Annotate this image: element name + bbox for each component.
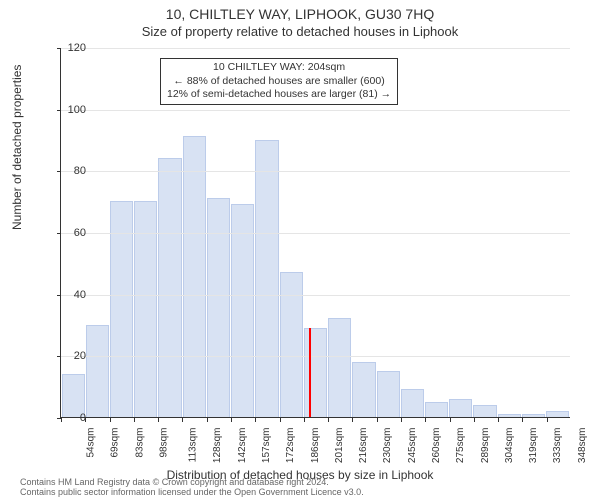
xtick-mark [158,418,159,422]
gridline [61,356,570,357]
annotation-line3: 12% of semi-detached houses are larger (… [167,88,391,102]
ytick-label: 60 [60,227,86,239]
histogram-bar [255,140,278,418]
xtick-label: 186sqm [310,428,321,464]
histogram-bar [449,399,472,418]
xtick-label: 260sqm [431,428,442,464]
ytick-label: 20 [60,350,86,362]
xtick-label: 275sqm [455,428,466,464]
xtick-mark [255,418,256,422]
xtick-mark [110,418,111,422]
xtick-label: 128sqm [213,428,224,464]
xtick-label: 304sqm [504,428,515,464]
xtick-mark [425,418,426,422]
xtick-mark [280,418,281,422]
xtick-label: 216sqm [358,428,369,464]
xtick-mark [207,418,208,422]
xtick-label: 98sqm [158,428,169,458]
xtick-mark [450,418,451,422]
xtick-label: 289sqm [480,428,491,464]
histogram-bar [304,328,327,417]
histogram-bar [425,402,448,417]
page-subtitle: Size of property relative to detached ho… [0,22,600,39]
xtick-label: 230sqm [383,428,394,464]
xtick-label: 83sqm [134,428,145,458]
histogram-bar [183,136,206,417]
histogram-bar [158,158,181,417]
footnote: Contains HM Land Registry data © Crown c… [20,478,364,498]
ytick-label: 120 [60,42,86,54]
xtick-label: 157sqm [261,428,272,464]
xtick-mark [474,418,475,422]
footnote-line2: Contains public sector information licen… [20,488,364,498]
ytick-label: 40 [60,289,86,301]
xtick-label: 54sqm [86,428,97,458]
xtick-mark [498,418,499,422]
xtick-mark [352,418,353,422]
annotation-line2: ← 88% of detached houses are smaller (60… [167,75,391,89]
xtick-label: 245sqm [407,428,418,464]
xtick-label: 142sqm [237,428,248,464]
histogram-bar [352,362,375,418]
ytick-label: 100 [60,104,86,116]
histogram-bar [473,405,496,417]
histogram-bar [207,198,230,417]
xtick-label: 69sqm [110,428,121,458]
histogram-bar [522,414,545,417]
xtick-label: 201sqm [334,428,345,464]
page-title: 10, CHILTLEY WAY, LIPHOOK, GU30 7HQ [0,0,600,22]
y-axis-label: Number of detached properties [10,65,24,230]
xtick-label: 319sqm [528,428,539,464]
xtick-mark [182,418,183,422]
xtick-mark [547,418,548,422]
histogram-bar [86,325,109,418]
annotation-line1: 10 CHILTLEY WAY: 204sqm [167,61,391,75]
xtick-mark [377,418,378,422]
gridline [61,295,570,296]
xtick-mark [401,418,402,422]
xtick-mark [522,418,523,422]
histogram-bar [377,371,400,417]
histogram-bar [401,389,424,417]
xtick-label: 333sqm [553,428,564,464]
histogram-bar [231,204,254,417]
gridline [61,48,570,49]
xtick-mark [231,418,232,422]
gridline [61,171,570,172]
annotation-box: 10 CHILTLEY WAY: 204sqm← 88% of detached… [160,58,398,105]
histogram-bar [546,411,569,417]
xtick-mark [304,418,305,422]
xtick-label: 113sqm [187,428,198,463]
xtick-label: 172sqm [285,428,296,464]
histogram-bar [498,414,521,417]
xtick-label: 348sqm [577,428,588,464]
xtick-mark [134,418,135,422]
ytick-label: 0 [60,412,86,424]
xtick-mark [328,418,329,422]
histogram-bar [62,374,85,417]
histogram-bar [328,318,351,417]
ytick-label: 80 [60,165,86,177]
gridline [61,233,570,234]
gridline [61,110,570,111]
